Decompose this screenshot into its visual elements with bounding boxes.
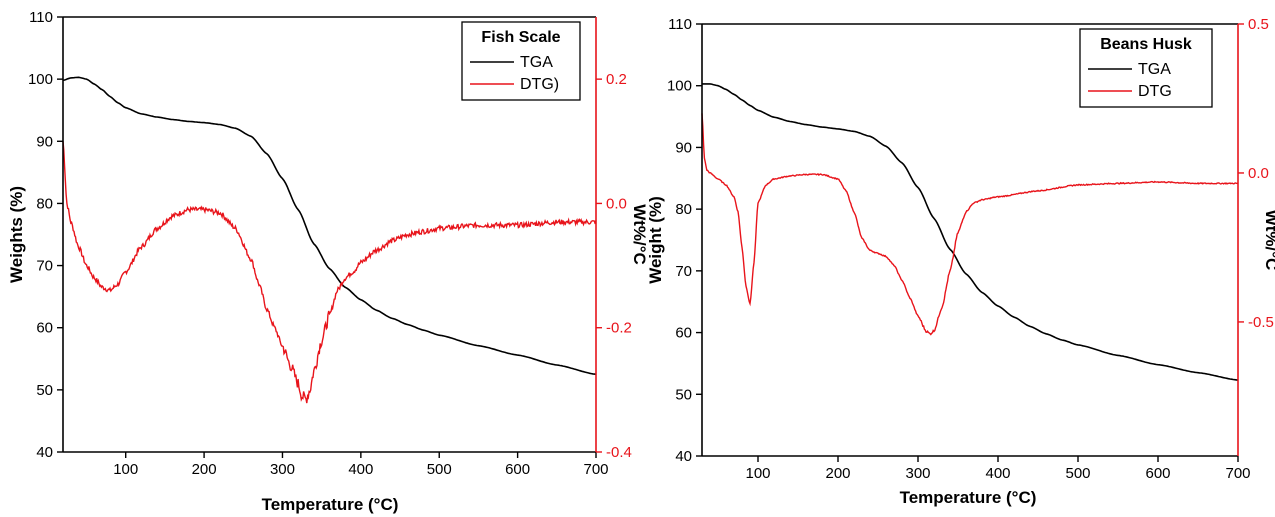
- x-axis-title: Temperature (°C): [900, 488, 1037, 507]
- x-tick-label: 100: [113, 461, 138, 478]
- y-tick-label: 100: [667, 78, 692, 95]
- y-tick-label: 110: [668, 16, 692, 33]
- x-tick-label: 700: [583, 461, 608, 478]
- tga-series-line: [62, 76, 597, 376]
- y-tick-label: 100: [28, 71, 53, 88]
- legend: Fish Scale TGA DTG): [461, 21, 581, 101]
- y-tick-label: 70: [36, 258, 53, 275]
- legend-entry: TGA: [520, 54, 553, 71]
- y2-tick-label: -0.2: [606, 320, 632, 337]
- y2-tick-label: 0.0: [606, 195, 627, 212]
- tga-series-line: [702, 83, 1239, 381]
- y-tick-label: 60: [675, 325, 692, 342]
- y-tick-label: 60: [36, 320, 53, 337]
- x-tick-label: 100: [745, 465, 770, 482]
- x-tick-label: 200: [825, 465, 850, 482]
- x-tick-label: 200: [192, 461, 217, 478]
- y2-axis-title: Wt%/°C: [630, 204, 649, 265]
- chart-panel-2: 100 200 300 400 500 600 700 40 50 60 70 80 90 100 110 -…: [646, 16, 1275, 507]
- x-tick-label: 700: [1225, 465, 1250, 482]
- y2-tick-label: 0.5: [1248, 16, 1269, 33]
- x-tick-label: 500: [427, 461, 452, 478]
- dtg-series-line: [62, 141, 597, 404]
- y2-tick-label: -0.4: [606, 444, 632, 461]
- y-tick-label: 90: [675, 139, 692, 156]
- y-tick-label: 90: [36, 133, 53, 150]
- y-tick-label: 50: [675, 386, 692, 403]
- y2-tick-label: -0.5: [1248, 314, 1274, 331]
- x-tick-label: 500: [1065, 465, 1090, 482]
- y-tick-label: 70: [675, 263, 692, 280]
- legend-entry: TGA: [1138, 61, 1171, 78]
- legend: Beans Husk TGA DTG: [1079, 28, 1213, 108]
- dtg-series-line: [701, 113, 1239, 336]
- y2-tick-label: 0.0: [1248, 165, 1269, 182]
- x-tick-label: 300: [270, 461, 295, 478]
- y2-tick-label: 0.2: [606, 71, 627, 88]
- legend-box: [461, 21, 581, 101]
- y-tick-label: 80: [675, 201, 692, 218]
- y2-axis-title: Wt%/°C: [1262, 210, 1275, 271]
- chart-panel-1: 100 200 300 400 500 600 700 40 50 60 70 80 90 100 110 -…: [7, 9, 649, 514]
- y-tick-label: 80: [36, 195, 53, 212]
- x-tick-label: 400: [348, 461, 373, 478]
- y-axis-title: Weight (%): [646, 196, 665, 284]
- y-tick-label: 40: [36, 444, 53, 461]
- legend-entry: DTG: [1138, 83, 1172, 100]
- legend-entry: DTG): [520, 76, 559, 93]
- x-tick-label: 600: [1145, 465, 1170, 482]
- legend-title: Fish Scale: [481, 29, 560, 46]
- y-axis-title: Weights (%): [7, 186, 26, 283]
- legend-box: [1079, 28, 1213, 108]
- x-axis-title: Temperature (°C): [262, 495, 399, 514]
- y-tick-label: 40: [675, 448, 692, 465]
- x-tick-label: 600: [505, 461, 530, 478]
- x-tick-label: 400: [985, 465, 1010, 482]
- x-tick-label: 300: [905, 465, 930, 482]
- legend-title: Beans Husk: [1100, 36, 1192, 53]
- y-tick-label: 50: [36, 382, 53, 399]
- y-tick-label: 110: [29, 9, 53, 26]
